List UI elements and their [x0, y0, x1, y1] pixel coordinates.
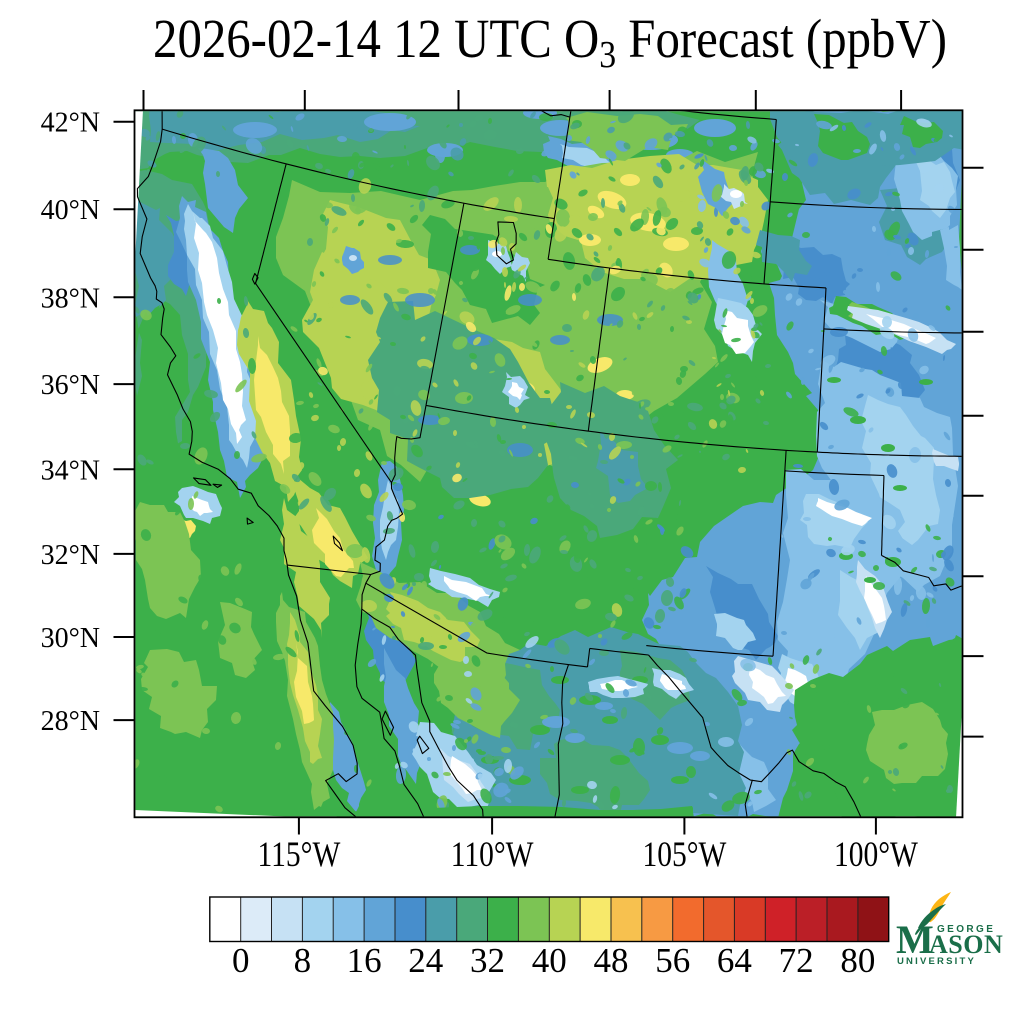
- svg-text:40°N: 40°N: [41, 195, 100, 226]
- svg-text:80: 80: [840, 941, 875, 980]
- svg-text:2026-02-14 12 UTC O3 Forecast: 2026-02-14 12 UTC O3 Forecast (ppbV): [153, 9, 947, 75]
- svg-text:72: 72: [779, 941, 814, 980]
- svg-text:M: M: [896, 917, 934, 962]
- svg-text:GEORGE: GEORGE: [937, 924, 995, 935]
- svg-text:UNIVERSITY: UNIVERSITY: [897, 956, 976, 967]
- svg-text:8: 8: [294, 941, 312, 980]
- svg-text:30°N: 30°N: [41, 623, 100, 654]
- svg-text:110°W: 110°W: [451, 835, 534, 874]
- svg-text:115°W: 115°W: [257, 835, 340, 874]
- svg-text:32°N: 32°N: [41, 540, 100, 571]
- svg-text:36°N: 36°N: [41, 370, 100, 401]
- svg-text:48: 48: [594, 941, 629, 980]
- svg-text:24: 24: [408, 941, 443, 980]
- svg-text:100°W: 100°W: [834, 835, 918, 874]
- svg-text:56: 56: [655, 941, 690, 980]
- svg-text:34°N: 34°N: [41, 455, 100, 486]
- svg-text:28°N: 28°N: [41, 706, 100, 737]
- svg-text:38°N: 38°N: [41, 283, 100, 314]
- svg-text:42°N: 42°N: [41, 108, 100, 139]
- svg-text:40: 40: [532, 941, 567, 980]
- svg-text:0: 0: [232, 941, 250, 980]
- svg-text:64: 64: [717, 941, 752, 980]
- svg-text:105°W: 105°W: [642, 835, 726, 874]
- svg-text:ASON: ASON: [929, 930, 1003, 959]
- svg-text:32: 32: [470, 941, 505, 980]
- svg-text:16: 16: [347, 941, 382, 980]
